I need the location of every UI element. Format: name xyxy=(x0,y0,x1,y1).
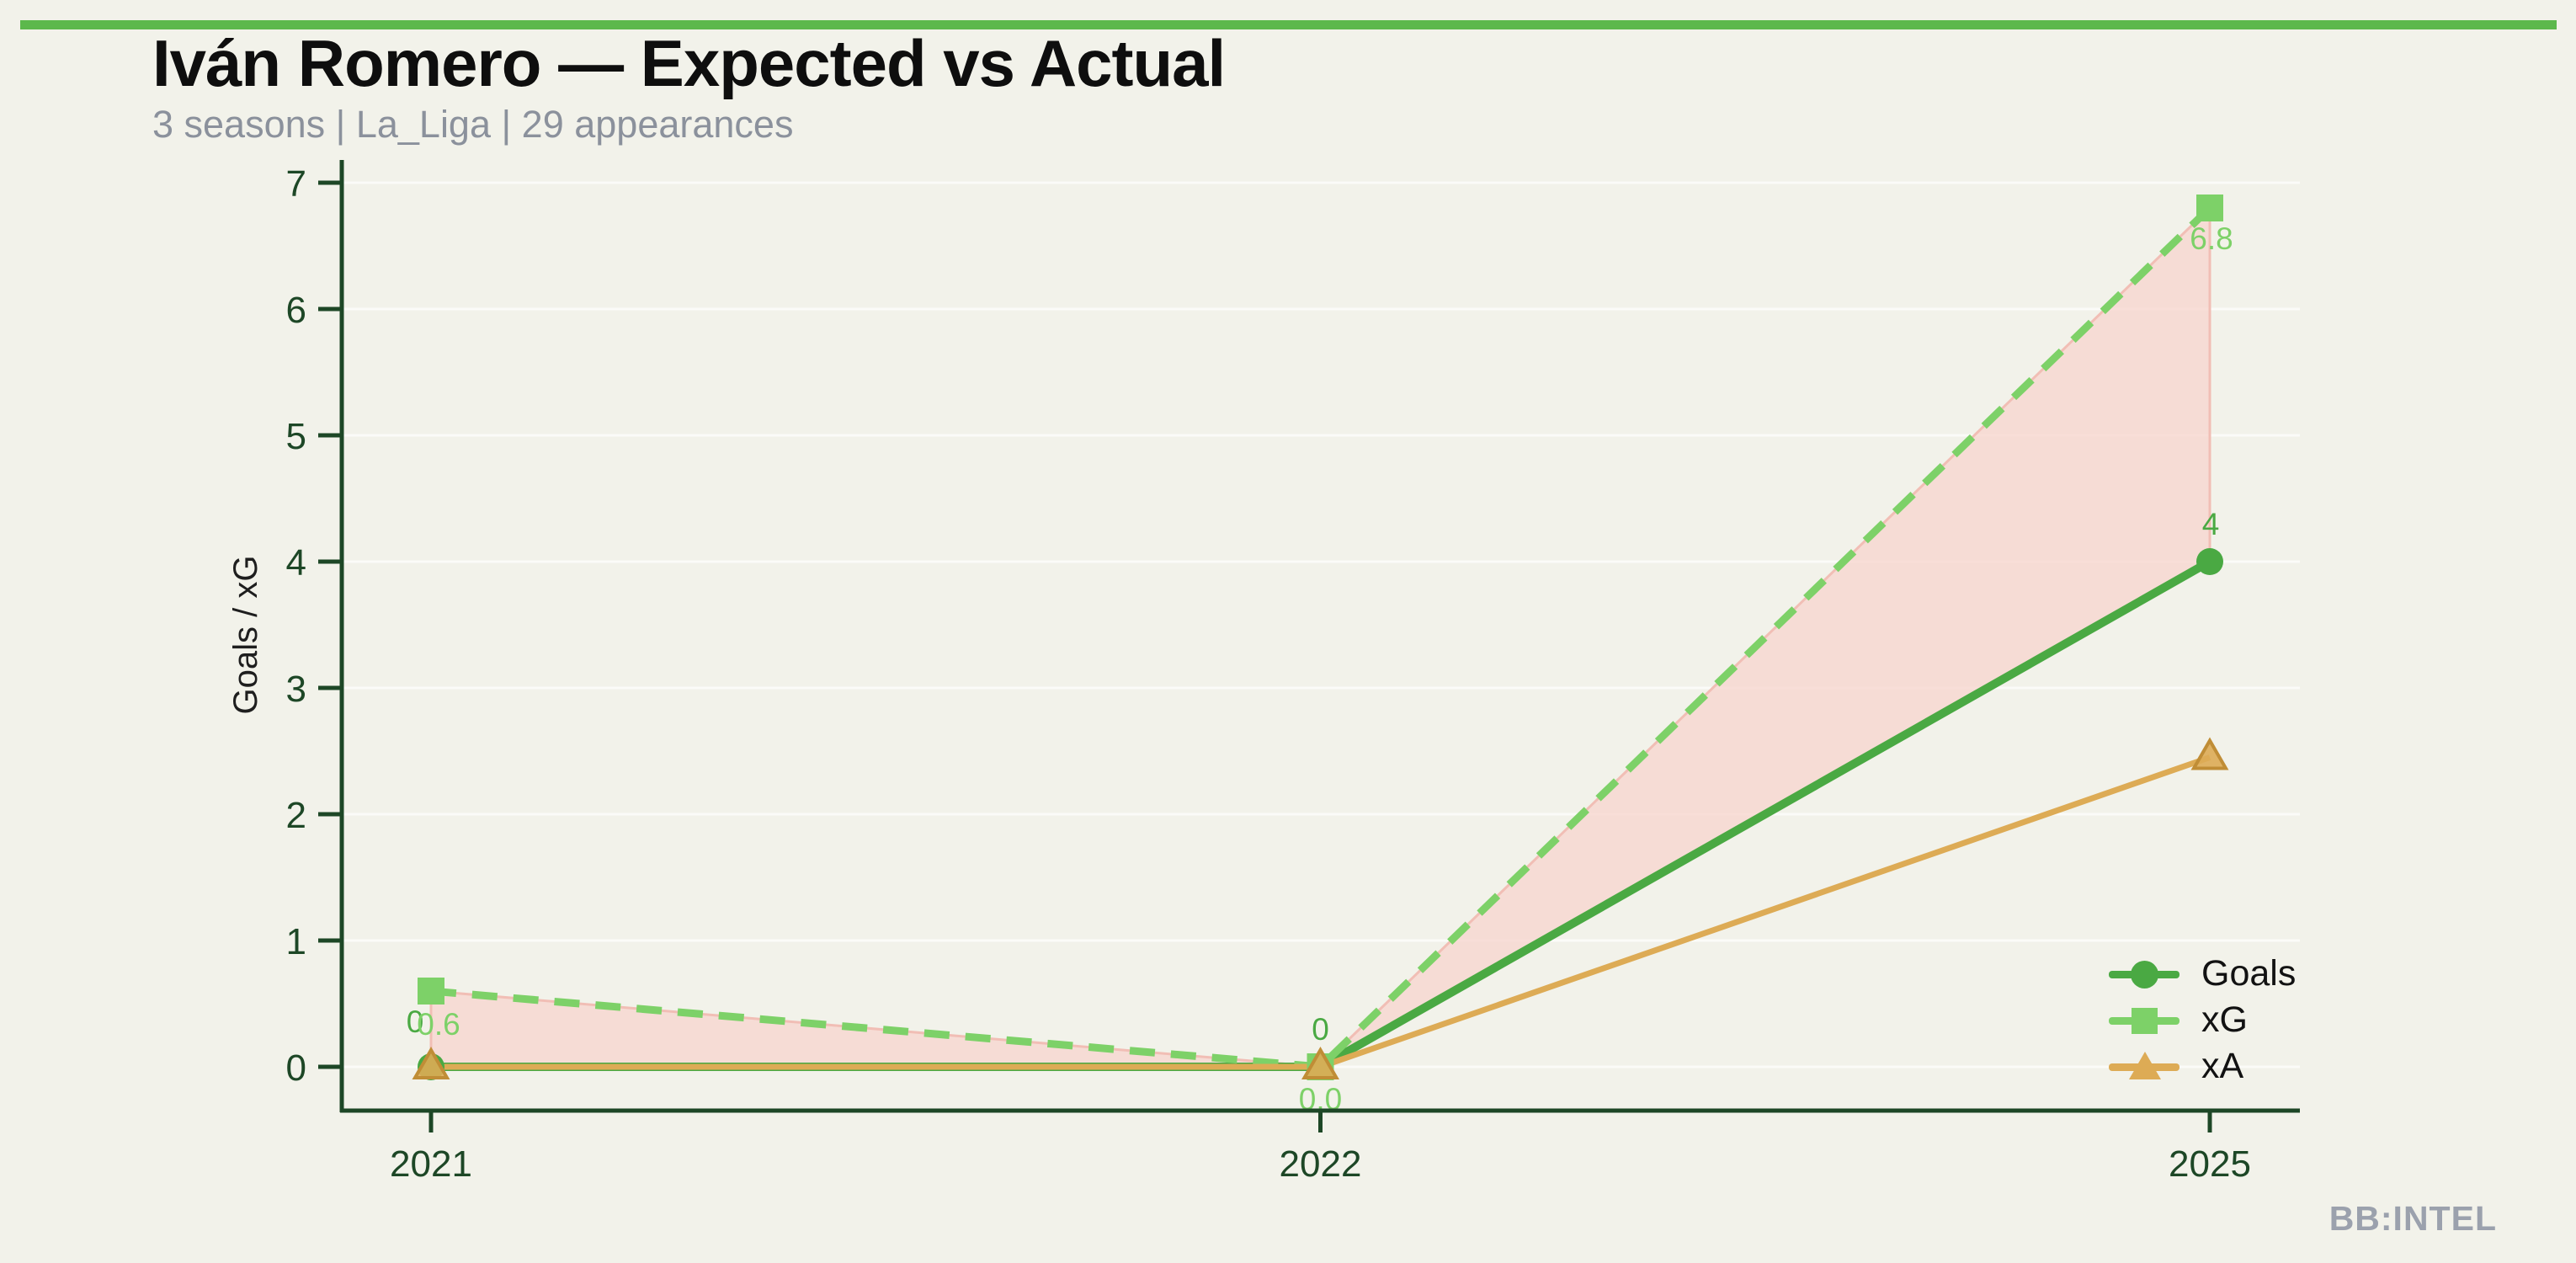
svg-text:0: 0 xyxy=(286,1047,306,1089)
svg-text:2022: 2022 xyxy=(1280,1143,1362,1185)
square-marker-icon xyxy=(2132,1007,2158,1034)
svg-text:4: 4 xyxy=(2202,507,2220,541)
brand-watermark: BB:INTEL xyxy=(2329,1199,2497,1238)
y-axis-ticks: 0 1 2 3 4 5 6 7 xyxy=(286,163,342,1089)
page-title: Iván Romero — Expected vs Actual xyxy=(152,26,1226,100)
svg-text:3: 3 xyxy=(286,669,306,710)
legend-label-xg: xG xyxy=(2201,999,2248,1040)
xa-line-marker-swatch xyxy=(2109,1050,2179,1084)
legend-item-xa: xA xyxy=(2109,1043,2296,1090)
goals-line-marker-swatch xyxy=(2109,957,2179,991)
xg-goals-difference-band xyxy=(429,205,2211,1068)
xg-line-marker-swatch xyxy=(2109,1004,2179,1037)
svg-text:2021: 2021 xyxy=(390,1143,472,1185)
svg-text:4: 4 xyxy=(286,542,306,584)
legend-item-xg: xG xyxy=(2109,997,2296,1043)
legend-item-goals: Goals xyxy=(2109,951,2296,997)
svg-text:6: 6 xyxy=(286,290,306,331)
y-axis-label: Goals / xG xyxy=(227,556,264,715)
svg-text:5: 5 xyxy=(286,416,306,457)
x-axis-ticks: 2021 2022 2025 xyxy=(390,1111,2251,1185)
svg-text:2025: 2025 xyxy=(2169,1143,2251,1185)
legend-label-xa: xA xyxy=(2201,1046,2244,1086)
svg-text:6.8: 6.8 xyxy=(2190,221,2233,256)
circle-marker-icon xyxy=(2131,960,2158,989)
series-markers-xa xyxy=(412,737,2229,1079)
legend-label-goals: Goals xyxy=(2201,953,2297,994)
triangle-marker-icon xyxy=(2129,1051,2161,1079)
svg-text:0: 0 xyxy=(407,1005,424,1039)
svg-text:7: 7 xyxy=(286,163,306,205)
page-subtitle: 3 seasons | La_Liga | 29 appearances xyxy=(152,103,794,146)
chart-legend: Goals xG xA xyxy=(2109,951,2296,1090)
svg-text:0: 0 xyxy=(1312,1012,1329,1047)
svg-text:1: 1 xyxy=(286,921,306,962)
svg-text:2: 2 xyxy=(286,795,306,836)
series-line-xg xyxy=(430,205,2213,1071)
svg-text:0.6: 0.6 xyxy=(417,1007,460,1042)
chart-header: Iván Romero — Expected vs Actual 3 seaso… xyxy=(152,26,1226,147)
top-accent-bar xyxy=(20,20,2557,29)
